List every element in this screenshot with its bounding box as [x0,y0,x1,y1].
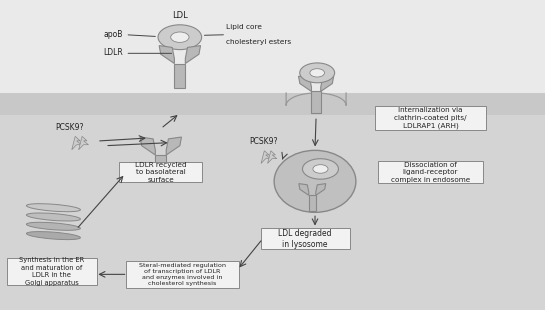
Circle shape [300,63,335,83]
Polygon shape [166,137,181,155]
Text: Synthesis in the ER
and maturation of
LDLR in the
Golgi apparatus: Synthesis in the ER and maturation of LD… [19,257,84,286]
Text: PCSK9?: PCSK9? [249,137,277,146]
Bar [312,91,320,113]
Polygon shape [140,137,155,155]
Circle shape [158,25,202,50]
Text: Steral-mediated regulation
of transcription of LDLR
and enzymes involved in
chol: Steral-mediated regulation of transcript… [139,263,226,286]
Circle shape [310,69,324,77]
FancyBboxPatch shape [7,258,97,285]
Polygon shape [268,151,277,163]
Bar [0,0,545,93]
Ellipse shape [274,150,356,212]
Circle shape [302,159,338,179]
FancyBboxPatch shape [378,161,483,184]
Ellipse shape [26,222,81,230]
Text: LDLR recycled
to basolateral
surface: LDLR recycled to basolateral surface [135,162,186,183]
Text: LDLR: LDLR [103,48,123,57]
Polygon shape [320,76,334,91]
FancyBboxPatch shape [376,106,486,130]
Circle shape [313,165,328,173]
Polygon shape [299,184,308,195]
Text: Internalization via
clathrin-coated pits/
LDLRAP1 (ARH): Internalization via clathrin-coated pits… [394,107,467,129]
Ellipse shape [26,232,81,240]
Text: PCSK9?: PCSK9? [56,123,84,132]
Polygon shape [286,93,346,105]
Polygon shape [261,151,270,163]
Polygon shape [316,184,326,195]
Bar [174,64,185,88]
Polygon shape [299,76,312,91]
Text: Dissociation of
ligand-receptor
complex in endosome: Dissociation of ligand-receptor complex … [391,162,470,183]
Bar [308,195,316,211]
FancyBboxPatch shape [126,261,239,288]
Text: cholesteryl esters: cholesteryl esters [226,39,291,45]
Bar [0,115,545,310]
Polygon shape [72,136,82,150]
Bar [0,93,545,115]
Text: LDL degraded
in lysosome: LDL degraded in lysosome [278,229,332,249]
Text: Lipid core: Lipid core [226,24,262,30]
Bar [155,155,166,180]
Polygon shape [185,46,201,64]
Text: apoB: apoB [103,29,123,39]
Ellipse shape [26,213,81,221]
Ellipse shape [26,204,81,212]
Text: LDL: LDL [172,11,187,20]
FancyBboxPatch shape [261,228,350,249]
FancyBboxPatch shape [119,162,203,182]
Polygon shape [78,136,88,150]
Polygon shape [159,46,174,64]
Circle shape [171,32,189,42]
